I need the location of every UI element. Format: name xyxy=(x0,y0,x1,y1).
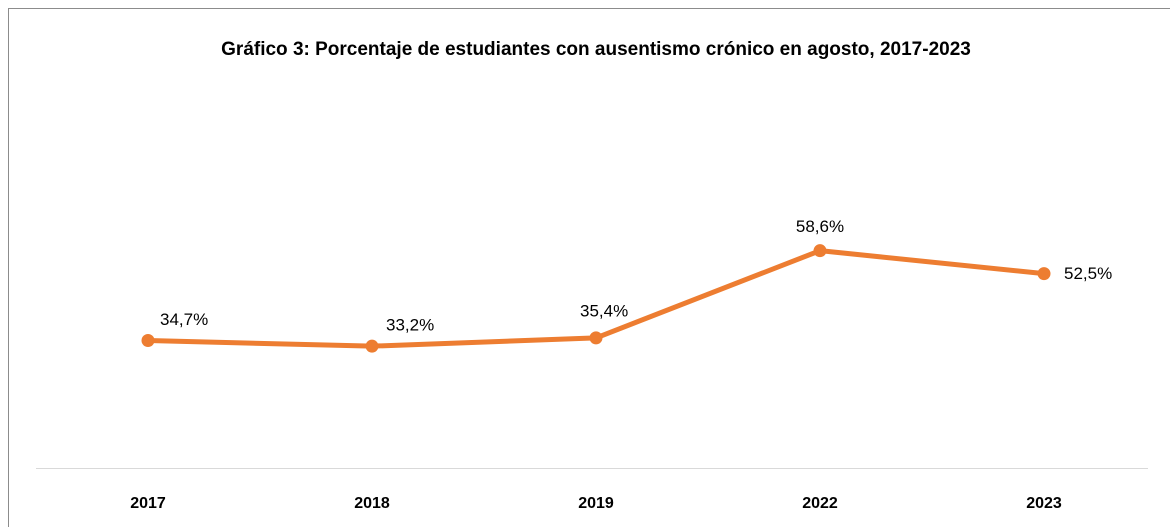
data-label: 52,5% xyxy=(1064,264,1112,283)
x-tick-label: 2022 xyxy=(802,495,838,512)
x-tick-label: 2018 xyxy=(354,495,390,512)
data-label: 34,7% xyxy=(160,310,208,329)
data-label: 35,4% xyxy=(580,301,628,320)
x-tick-label: 2019 xyxy=(578,495,614,512)
data-point xyxy=(141,334,155,348)
data-point xyxy=(589,331,603,345)
x-tick-label: 2023 xyxy=(1026,495,1062,512)
data-point xyxy=(813,244,827,258)
data-point xyxy=(365,339,379,353)
x-tick-label: 2017 xyxy=(130,495,166,512)
data-label: 33,2% xyxy=(386,316,434,335)
chart-title: Gráfico 3: Porcentaje de estudiantes con… xyxy=(221,39,971,60)
data-point xyxy=(1037,267,1051,281)
data-label: 58,6% xyxy=(796,217,844,236)
